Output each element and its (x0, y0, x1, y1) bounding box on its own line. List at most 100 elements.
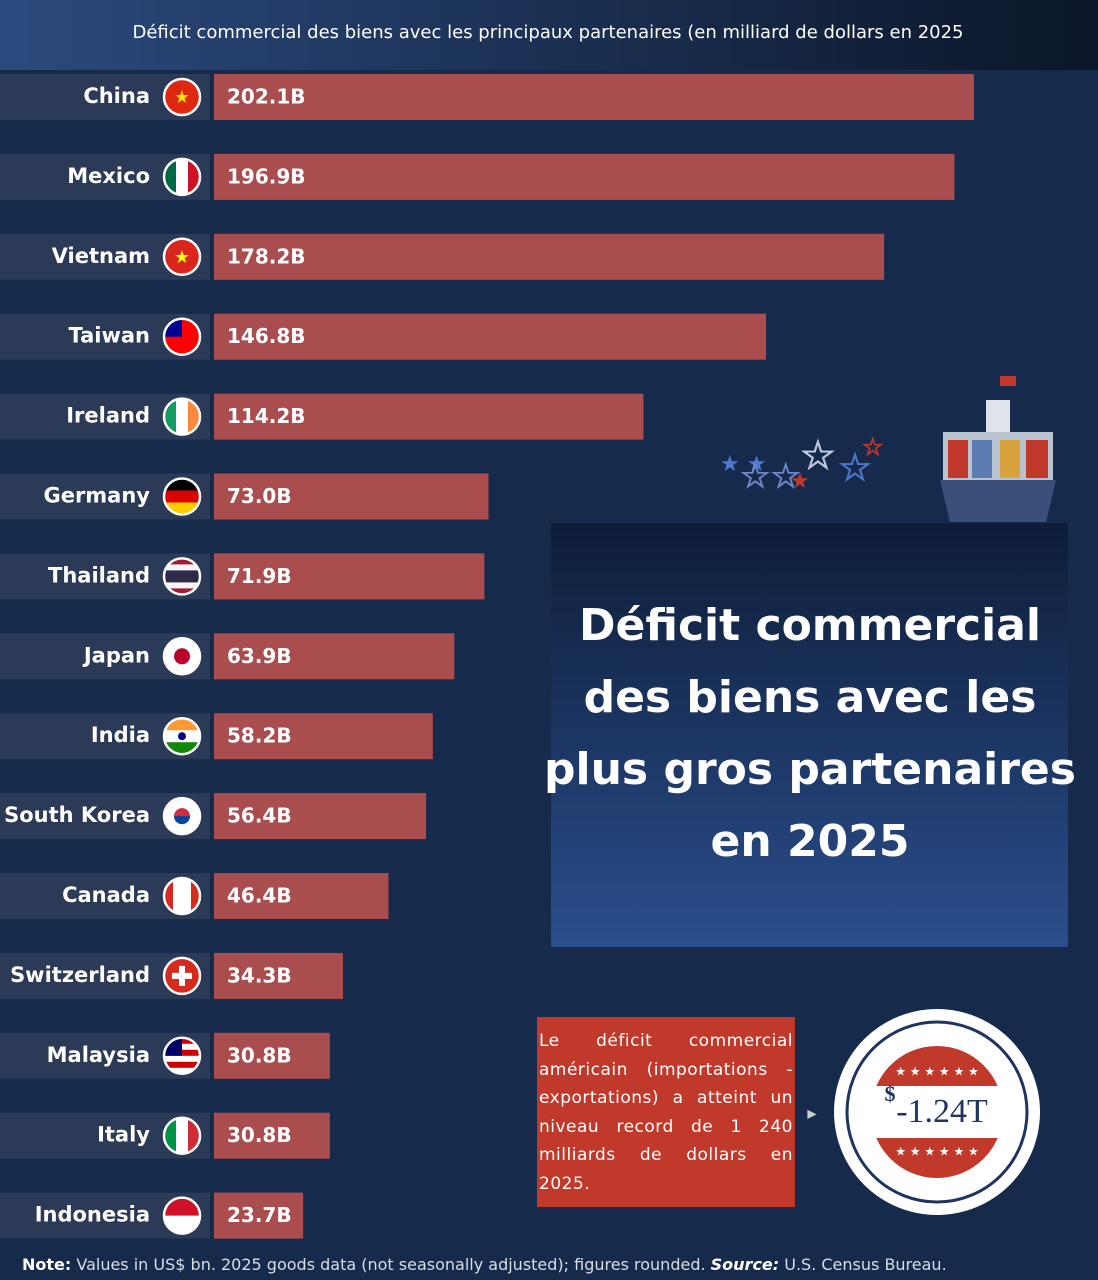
flag-dot (174, 816, 190, 825)
svg-text:★ ★ ★ ★ ★ ★: ★ ★ ★ ★ ★ ★ (895, 1065, 979, 1079)
flag-ring (162, 716, 202, 756)
flag-stripe (176, 398, 189, 435)
value-label: 30.8B (227, 1043, 292, 1067)
flag-stripe (164, 1061, 200, 1069)
flag-stripe (176, 158, 189, 195)
bar (214, 553, 485, 600)
flag-stripe (164, 558, 200, 565)
category-label: Vietnam (52, 244, 150, 268)
bar (214, 633, 455, 680)
bar (214, 1112, 330, 1159)
note-text: Values in US$ bn. 2025 goods data (not s… (71, 1255, 710, 1274)
flag-ring (162, 1196, 202, 1235)
bar (214, 393, 644, 440)
callout: Le déficit commercial américain (importa… (537, 1017, 795, 1207)
value-label: 63.9B (227, 644, 292, 668)
flag-ring (162, 637, 202, 676)
category-label: Indonesia (35, 1203, 150, 1227)
flag-ring (162, 237, 202, 277)
flag-ring (162, 317, 202, 356)
flag-ring (162, 1116, 202, 1155)
category-label: Canada (62, 883, 150, 907)
star: ☆ (800, 433, 836, 479)
flag-stripe (164, 490, 200, 503)
bar (214, 313, 767, 360)
source-text: U.S. Census Bureau. (779, 1255, 946, 1274)
category-label: Japan (82, 643, 150, 667)
category-label: Malaysia (47, 1043, 150, 1067)
bar (214, 153, 955, 200)
category-label: South Korea (4, 803, 150, 827)
title-bar (0, 0, 1098, 70)
flag-star: ★ (174, 247, 190, 268)
flag-dot (178, 732, 186, 741)
category-label: Germany (43, 484, 150, 508)
value-label: 202.1B (227, 85, 306, 109)
flag-star: ★ (174, 87, 190, 108)
svg-text:▶: ▶ (807, 1107, 817, 1121)
ship-decoration: ★ ★ ☆☆ ☆ ★ ☆ ☆ (720, 376, 1056, 522)
category-label: China (83, 84, 150, 108)
note-label: Note: (22, 1255, 71, 1274)
chart-title: Déficit commercial des biens avec les pr… (132, 22, 963, 43)
star: ☆ (838, 446, 872, 490)
flag-stripe (164, 570, 200, 583)
bar (214, 873, 389, 919)
flag-cross (172, 972, 192, 979)
flag-ring (162, 77, 202, 117)
flag-ring (162, 477, 202, 516)
flag-stripe (164, 1197, 200, 1217)
flag-stripe (191, 878, 200, 914)
flag-stripe (164, 1055, 200, 1063)
bar (214, 473, 489, 520)
flag-ring (162, 876, 202, 916)
star: ☆☆ (740, 457, 801, 497)
flag (164, 1197, 200, 1234)
svg-text:★ ★ ★ ★ ★ ★: ★ ★ ★ ★ ★ ★ (895, 1145, 979, 1159)
flag-stripe (173, 878, 192, 914)
category-label: Taiwan (68, 324, 150, 348)
value-label: 34.3B (227, 963, 292, 987)
value-label: 23.7B (227, 1203, 292, 1227)
value-label: 114.2B (227, 404, 306, 428)
value-label: 71.9B (227, 564, 292, 588)
flag-stripe (176, 1117, 189, 1154)
value-label: 178.2B (227, 244, 306, 268)
flag-ring (162, 796, 202, 836)
bar (214, 1192, 304, 1239)
badge-currency: $ (885, 1081, 896, 1106)
footer: Note: Values in US$ bn. 2025 goods data … (22, 1255, 947, 1274)
category-label: Thailand (48, 563, 150, 587)
flag-stripe (164, 564, 200, 571)
bar (214, 952, 343, 999)
heading-line: plus gros partenaires (544, 744, 1076, 795)
bar (214, 1032, 330, 1079)
heading: Déficit commercial des biens avec les plus… (544, 600, 1076, 867)
category-label: Switzerland (10, 963, 150, 987)
flag (164, 158, 200, 195)
category-label: Italy (97, 1123, 150, 1147)
flag (164, 558, 200, 595)
category-label: Mexico (67, 164, 150, 188)
star: ★ ★ (720, 452, 766, 477)
category-label: Ireland (66, 404, 150, 428)
value-label: 146.8B (227, 324, 306, 348)
value-label: 58.2B (227, 724, 292, 748)
flag-ring (162, 956, 202, 996)
flag-dot (174, 648, 190, 665)
star: ★ (790, 469, 810, 494)
bar (214, 74, 974, 120)
flag-stripe (164, 1067, 200, 1074)
value-label: 196.9B (227, 164, 306, 188)
heading-line: Déficit commercial (579, 600, 1041, 651)
heading-line: des biens avec les (584, 672, 1037, 723)
flag-ring (162, 397, 202, 436)
bar (214, 713, 433, 760)
bar (214, 793, 427, 840)
flag-ring (162, 157, 202, 197)
bar (214, 233, 885, 280)
star: ☆ (862, 433, 884, 461)
flag-stripe (164, 582, 200, 589)
heading-box (551, 523, 1068, 947)
